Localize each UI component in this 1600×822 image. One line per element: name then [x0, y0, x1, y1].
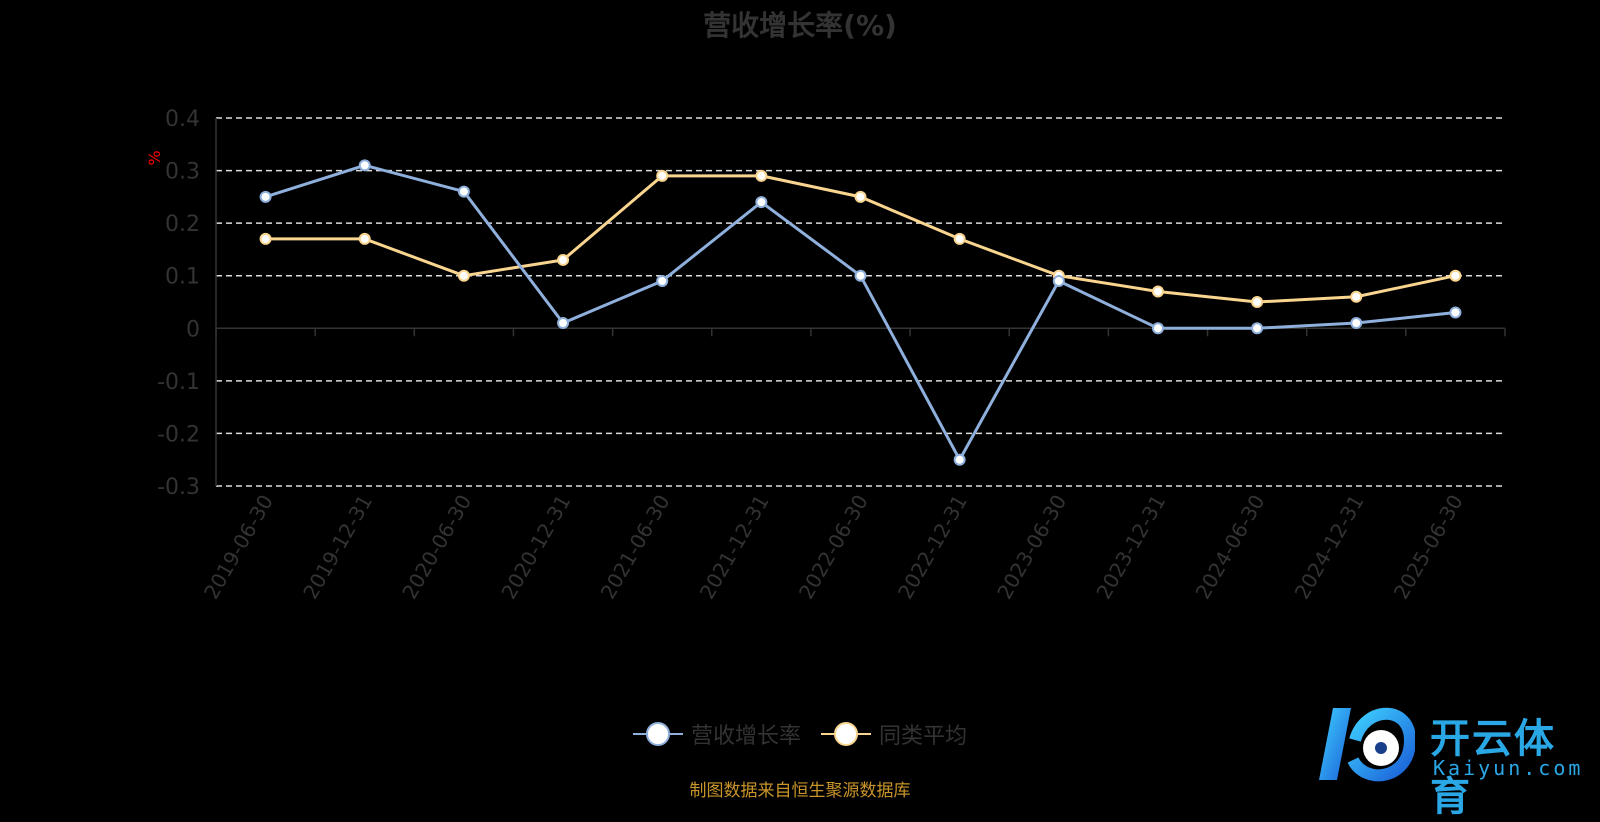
data-point: [1151, 322, 1164, 335]
data-point: [557, 253, 570, 266]
data-source-note: 制图数据来自恒生聚源数据库: [689, 781, 911, 801]
watermark-url: Kaiyun.com: [1433, 756, 1584, 780]
y-tick-label: 0.1: [165, 265, 200, 290]
legend-item-revenue-growth[interactable]: 营收增长率: [632, 718, 801, 750]
x-tick-label: 2020-06-30: [397, 491, 476, 604]
chart-title: 营收增长率(%): [703, 9, 897, 42]
data-point: [1350, 290, 1363, 303]
line-chart: 0.4 0.3 0.2 0.1 0 -0.1 -0.2 -0.3% 2019-06-30 2019…: [145, 107, 1506, 604]
data-point: [854, 190, 867, 203]
legend-label: 同类平均: [879, 724, 968, 749]
x-tick-label: 2023-06-30: [992, 491, 1071, 604]
y-axis-label: %: [145, 150, 164, 165]
data-point: [1251, 322, 1264, 335]
x-tick-label: 2021-06-30: [596, 491, 675, 604]
data-point: [953, 453, 966, 466]
x-tick-label: 2022-06-30: [794, 491, 873, 604]
x-tick-label: 2021-12-31: [695, 491, 774, 604]
kaiyun-logo-icon: [1319, 707, 1415, 782]
x-tick-label: 2019-12-31: [298, 491, 377, 604]
data-point: [1449, 306, 1462, 319]
legend-marker-icon: [821, 722, 871, 746]
series-line: [265, 163, 1456, 463]
x-tick-label: 2023-12-31: [1091, 491, 1170, 604]
legend-item-peer-average[interactable]: 同类平均: [821, 718, 967, 750]
data-point: [854, 269, 867, 282]
legend-marker-icon: [632, 722, 683, 746]
y-tick-label: 0.4: [165, 107, 200, 132]
data-point: [358, 232, 371, 245]
data-point: [457, 185, 470, 198]
y-tick-label: -0.1: [157, 370, 200, 395]
data-point: [1251, 296, 1264, 308]
data-point: [1151, 285, 1164, 298]
data-point: [755, 169, 768, 182]
data-point: [755, 196, 768, 209]
data-point: [259, 232, 272, 245]
x-tick-label: 2020-12-31: [496, 491, 575, 604]
x-tick-label: 2024-12-31: [1290, 491, 1369, 604]
data-point: [656, 169, 669, 182]
y-tick-label: -0.3: [157, 475, 200, 500]
y-tick-label: 0.2: [165, 212, 200, 237]
legend-label: 营收增长率: [690, 724, 801, 749]
x-tick-label: 2025-06-30: [1389, 491, 1468, 604]
legend: 营收增长率 同类平均: [0, 718, 1600, 750]
y-tick-label: -0.2: [157, 422, 200, 447]
data-point: [1052, 274, 1065, 287]
watermark-logo: 开云体育 Kaiyun.com: [1315, 700, 1595, 820]
data-point: [953, 232, 966, 245]
data-point: [1350, 317, 1363, 330]
data-point: [656, 274, 669, 287]
data-point: [259, 190, 272, 203]
y-tick-label: 0: [186, 317, 200, 342]
data-point: [1449, 269, 1462, 282]
y-tick-label: 0.3: [165, 160, 200, 185]
x-tick-label: 2019-06-30: [199, 491, 278, 604]
x-tick-label: 2022-12-31: [893, 491, 972, 604]
data-point: [457, 269, 470, 282]
data-point: [557, 317, 570, 330]
data-point: [358, 159, 371, 172]
x-tick-label: 2024-06-30: [1191, 491, 1270, 604]
